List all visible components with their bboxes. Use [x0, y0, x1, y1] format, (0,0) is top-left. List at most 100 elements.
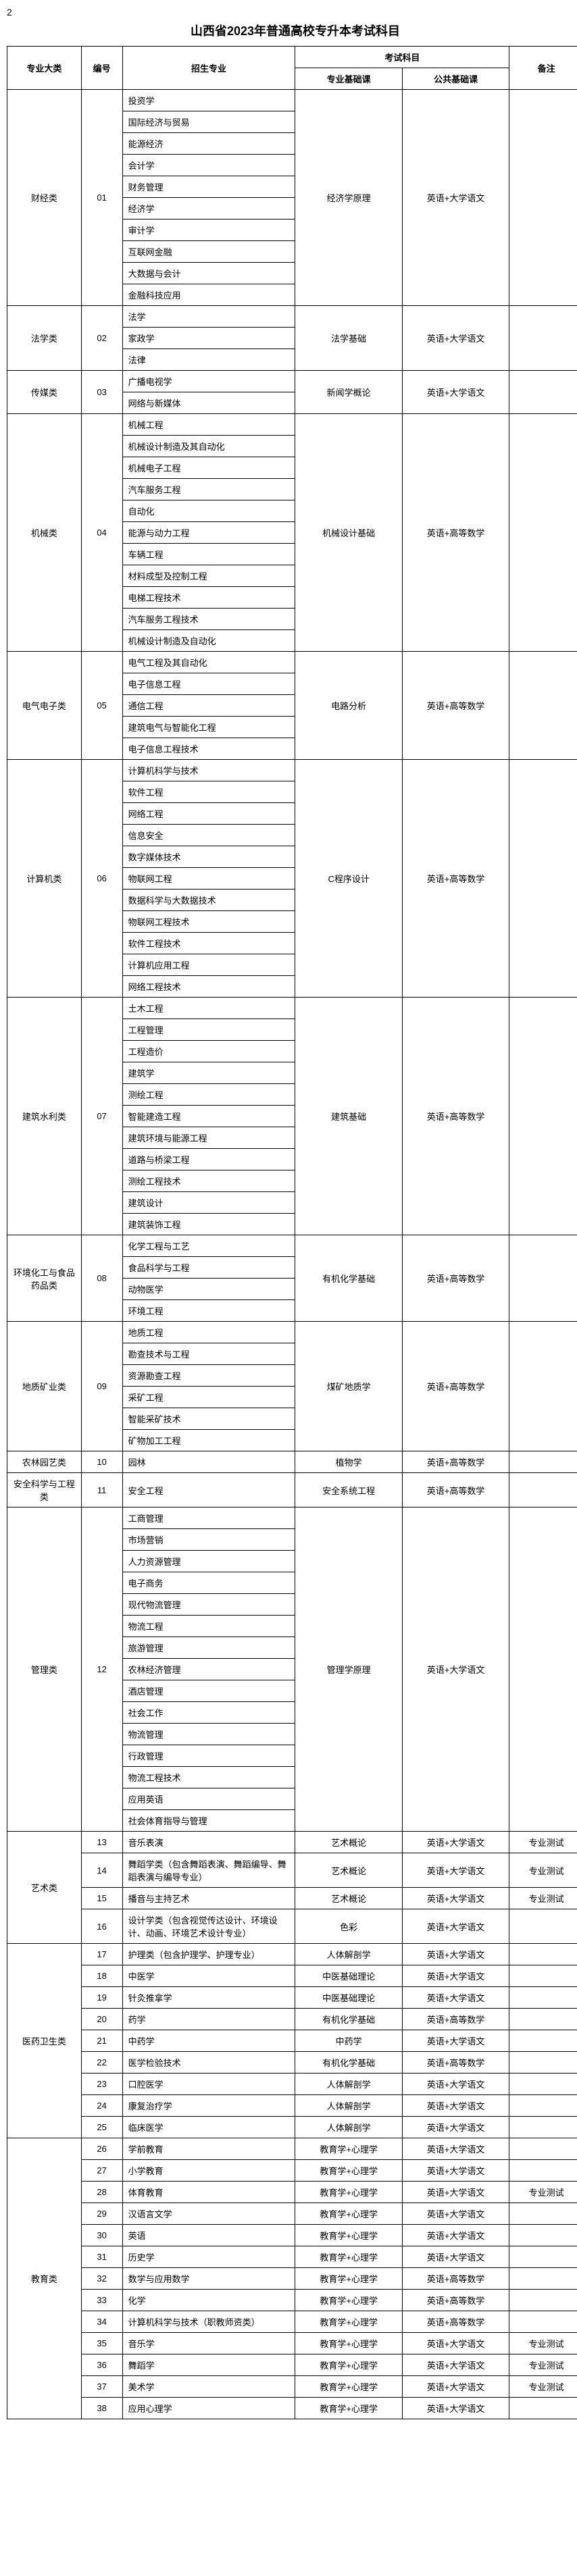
cell-category: 财经类 [7, 90, 82, 306]
cell-major: 化学 [122, 2290, 295, 2311]
cell-remark: 专业测试 [509, 1853, 577, 1888]
cell-code: 31 [81, 2246, 122, 2268]
table-row: 30英语教育学+心理学英语+大学语文 [7, 2225, 577, 2246]
cell-remark [509, 2160, 577, 2182]
cell-major: 土木工程 [122, 998, 295, 1019]
table-row: 37美术学教育学+心理学英语+大学语文专业测试 [7, 2376, 577, 2398]
cell-major: 建筑学 [122, 1062, 295, 1084]
cell-major: 建筑环境与能源工程 [122, 1127, 295, 1149]
cell-pro: 教育学+心理学 [295, 2376, 402, 2398]
cell-pub: 英语+大学语文 [402, 2354, 509, 2376]
cell-pro: 电路分析 [295, 652, 402, 760]
cell-code: 30 [81, 2225, 122, 2246]
cell-code: 09 [81, 1322, 122, 1451]
cell-pub: 英语+大学语文 [402, 2030, 509, 2052]
table-row: 33化学教育学+心理学英语+高等数学 [7, 2290, 577, 2311]
cell-pub: 英语+大学语文 [402, 1987, 509, 2009]
cell-major: 材料成型及控制工程 [122, 565, 295, 587]
cell-category: 电气电子类 [7, 652, 82, 760]
cell-major: 采矿工程 [122, 1387, 295, 1408]
cell-pub: 英语+大学语文 [402, 2246, 509, 2268]
table-row: 医药卫生类17护理类（包含护理学、护理专业）人体解剖学英语+大学语文 [7, 1944, 577, 1965]
cell-major: 舞蹈学 [122, 2354, 295, 2376]
cell-major: 康复治疗学 [122, 2095, 295, 2117]
cell-pro: 教育学+心理学 [295, 2268, 402, 2290]
cell-major: 农林经济管理 [122, 1659, 295, 1680]
cell-remark [509, 2117, 577, 2138]
cell-remark [509, 1451, 577, 1473]
cell-major: 中医学 [122, 1965, 295, 1987]
table-row: 29汉语言文学教育学+心理学英语+大学语文 [7, 2203, 577, 2225]
cell-code: 07 [81, 998, 122, 1235]
cell-major: 播音与主持艺术 [122, 1888, 295, 1909]
cell-major: 数字媒体技术 [122, 846, 295, 868]
cell-major: 能源与动力工程 [122, 522, 295, 544]
th-exam: 考试科目 [295, 47, 509, 68]
cell-major: 计算机科学与技术 [122, 760, 295, 781]
cell-major: 应用英语 [122, 1788, 295, 1810]
cell-pro: 经济学原理 [295, 90, 402, 306]
cell-major: 经济学 [122, 198, 295, 220]
cell-major: 测绘工程技术 [122, 1170, 295, 1192]
table-row: 机械类04机械工程机械设计基础英语+高等数学 [7, 414, 577, 436]
cell-major: 物联网工程技术 [122, 911, 295, 933]
cell-pub: 英语+大学语文 [402, 1944, 509, 1965]
cell-pro: 机械设计基础 [295, 414, 402, 652]
cell-category: 地质矿业类 [7, 1322, 82, 1451]
cell-remark [509, 1944, 577, 1965]
cell-major: 社会工作 [122, 1702, 295, 1724]
cell-major: 中药学 [122, 2030, 295, 2052]
cell-remark [509, 760, 577, 998]
cell-pro: 管理学原理 [295, 1508, 402, 1832]
cell-code: 15 [81, 1888, 122, 1909]
cell-code: 28 [81, 2182, 122, 2203]
cell-major: 机械设计制造及自动化 [122, 630, 295, 652]
exam-table: 专业大类 编号 招生专业 考试科目 备注 专业基础课 公共基础课 财经类01投资… [7, 46, 577, 2419]
cell-pub: 英语+高等数学 [402, 2009, 509, 2030]
cell-remark [509, 414, 577, 652]
cell-remark [509, 2290, 577, 2311]
cell-remark [509, 1508, 577, 1832]
cell-major: 医学检验技术 [122, 2052, 295, 2073]
cell-major: 口腔医学 [122, 2073, 295, 2095]
cell-remark [509, 2225, 577, 2246]
table-row: 28体育教育教育学+心理学英语+大学语文专业测试 [7, 2182, 577, 2203]
cell-major: 道路与桥梁工程 [122, 1149, 295, 1170]
cell-pub: 英语+大学语文 [402, 2073, 509, 2095]
cell-major: 资源勘查工程 [122, 1365, 295, 1387]
cell-code: 23 [81, 2073, 122, 2095]
cell-code: 17 [81, 1944, 122, 1965]
cell-major: 软件工程技术 [122, 933, 295, 954]
cell-major: 药学 [122, 2009, 295, 2030]
cell-major: 测绘工程 [122, 1084, 295, 1106]
cell-major: 能源经济 [122, 133, 295, 155]
cell-code: 18 [81, 1965, 122, 1987]
cell-pub: 英语+大学语文 [402, 2203, 509, 2225]
cell-remark [509, 1322, 577, 1451]
page-number: 2 [7, 7, 577, 18]
cell-remark: 专业测试 [509, 2333, 577, 2354]
cell-pro: 人体解剖学 [295, 1944, 402, 1965]
cell-remark [509, 652, 577, 760]
cell-pro: 教育学+心理学 [295, 2160, 402, 2182]
cell-major: 智能采矿技术 [122, 1408, 295, 1430]
table-row: 法学类02法学法学基础英语+大学语文 [7, 306, 577, 328]
cell-remark [509, 2095, 577, 2117]
table-row: 传媒类03广播电视学新闻学概论英语+大学语文 [7, 371, 577, 392]
cell-major: 音乐学 [122, 2333, 295, 2354]
cell-major: 智能建造工程 [122, 1106, 295, 1127]
cell-pub: 英语+大学语文 [402, 2117, 509, 2138]
cell-category: 农林园艺类 [7, 1451, 82, 1473]
cell-major: 针灸推拿学 [122, 1987, 295, 2009]
table-row: 36舞蹈学教育学+心理学英语+大学语文专业测试 [7, 2354, 577, 2376]
cell-pub: 英语+大学语文 [402, 2138, 509, 2160]
table-row: 35音乐学教育学+心理学英语+大学语文专业测试 [7, 2333, 577, 2354]
cell-pro: 安全系统工程 [295, 1473, 402, 1508]
cell-category: 艺术类 [7, 1832, 82, 1944]
table-row: 环境化工与食品药品类08化学工程与工艺有机化学基础英语+高等数学 [7, 1235, 577, 1257]
table-row: 地质矿业类09地质工程煤矿地质学英语+高等数学 [7, 1322, 577, 1343]
cell-major: 软件工程 [122, 781, 295, 803]
cell-pro: 人体解剖学 [295, 2073, 402, 2095]
cell-remark [509, 90, 577, 306]
cell-remark: 专业测试 [509, 2182, 577, 2203]
